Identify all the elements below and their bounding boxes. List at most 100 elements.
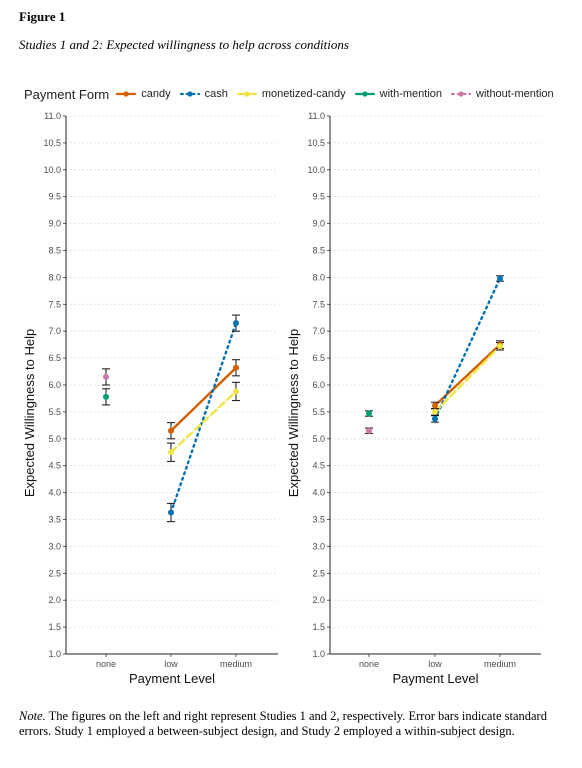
data-point-monetized-candy bbox=[497, 343, 503, 350]
x-axis-title: Payment Level bbox=[129, 671, 215, 686]
y-axis-title: Expected Willingness to Help bbox=[286, 329, 301, 497]
y-tick-label: 9.0 bbox=[48, 219, 61, 229]
y-tick-label: 8.0 bbox=[48, 272, 61, 282]
y-tick-label: 4.5 bbox=[312, 461, 325, 471]
note-text: The figures on the left and right repres… bbox=[19, 709, 547, 738]
x-tick-label: low bbox=[164, 659, 178, 669]
note-label: Note. bbox=[19, 709, 46, 723]
data-point-cash bbox=[233, 320, 239, 327]
y-tick-label: 1.0 bbox=[48, 649, 61, 659]
data-point-candy bbox=[432, 402, 438, 409]
legend-label: without-mention bbox=[476, 88, 554, 100]
figure-label: Figure 1 bbox=[19, 9, 66, 24]
y-tick-label: 4.0 bbox=[48, 488, 61, 498]
y-tick-label: 7.5 bbox=[312, 299, 325, 309]
y-tick-label: 8.5 bbox=[312, 246, 325, 256]
legend-point bbox=[244, 91, 250, 97]
y-tick-label: 5.5 bbox=[48, 407, 61, 417]
y-tick-label: 1.5 bbox=[48, 622, 61, 632]
legend-point bbox=[187, 91, 193, 97]
data-point-monetized-candy bbox=[168, 449, 174, 456]
y-tick-label: 2.5 bbox=[48, 568, 61, 578]
legend-item-candy: candy bbox=[115, 88, 171, 100]
y-tick-label: 9.5 bbox=[312, 192, 325, 202]
y-tick-label: 4.0 bbox=[312, 488, 325, 498]
y-tick-label: 1.5 bbox=[312, 622, 325, 632]
legend-label: with-mention bbox=[379, 88, 442, 100]
series-line-cash bbox=[169, 321, 238, 514]
legend-label: candy bbox=[141, 88, 171, 100]
legend-title: Payment Form bbox=[24, 86, 110, 102]
figure-note: Note. The figures on the left and right … bbox=[19, 709, 563, 739]
y-tick-label: 10.0 bbox=[307, 165, 325, 175]
data-point-candy bbox=[233, 364, 239, 371]
legend-item-without-mention: without-mention bbox=[450, 88, 554, 100]
y-tick-label: 10.0 bbox=[43, 165, 61, 175]
data-point-monetized-candy bbox=[233, 388, 239, 395]
y-tick-label: 6.5 bbox=[312, 353, 325, 363]
data-point-cash bbox=[432, 415, 438, 422]
y-tick-label: 7.0 bbox=[48, 326, 61, 336]
data-point-with-mention bbox=[366, 410, 372, 417]
data-point-without-mention bbox=[103, 373, 109, 380]
series-line-monetized-candy bbox=[169, 390, 238, 454]
y-tick-label: 8.5 bbox=[48, 246, 61, 256]
y-tick-label: 4.5 bbox=[48, 461, 61, 471]
series-line-monetized-candy bbox=[433, 345, 502, 414]
legend-key-monetized-candy bbox=[236, 91, 257, 97]
y-tick-label: 5.5 bbox=[312, 407, 325, 417]
data-point-cash bbox=[168, 509, 174, 516]
legend-item-cash: cash bbox=[179, 88, 228, 100]
y-tick-label: 10.5 bbox=[43, 138, 61, 148]
series-line-cash bbox=[433, 277, 502, 421]
y-tick-label: 6.5 bbox=[48, 353, 61, 363]
legend-point bbox=[458, 91, 464, 97]
y-tick-label: 6.0 bbox=[312, 380, 325, 390]
legend-point bbox=[123, 91, 129, 97]
y-tick-label: 3.0 bbox=[48, 541, 61, 551]
x-tick-label: none bbox=[96, 659, 116, 669]
figure-title: Studies 1 and 2: Expected willingness to… bbox=[19, 37, 349, 52]
legend-key-cash bbox=[179, 91, 200, 97]
y-tick-label: 1.0 bbox=[312, 649, 325, 659]
data-point-candy bbox=[168, 427, 174, 434]
data-point-monetized-candy bbox=[432, 408, 438, 415]
y-tick-label: 6.0 bbox=[48, 380, 61, 390]
legend-item-with-mention: with-mention bbox=[354, 88, 442, 100]
y-axis-title: Expected Willingness to Help bbox=[22, 329, 37, 497]
y-tick-label: 7.5 bbox=[48, 299, 61, 309]
x-tick-label: medium bbox=[220, 659, 252, 669]
y-tick-label: 5.0 bbox=[312, 434, 325, 444]
legend-item-monetized-candy: monetized-candy bbox=[236, 88, 346, 100]
chart-study-1: 1.0 1.5 2.0 2.5 3.0 3.5 4.0 4.5 5.0 5.5 6.0 6.5 7.0 7… bbox=[22, 111, 278, 686]
legend-key-with-mention bbox=[354, 91, 375, 97]
x-tick-label: medium bbox=[484, 659, 516, 669]
legend-label: monetized-candy bbox=[261, 88, 346, 100]
y-tick-label: 3.5 bbox=[48, 515, 61, 525]
y-tick-label: 10.5 bbox=[307, 138, 325, 148]
y-tick-label: 2.0 bbox=[312, 595, 325, 605]
x-tick-label: none bbox=[359, 659, 379, 669]
y-tick-label: 9.0 bbox=[312, 219, 325, 229]
y-tick-label: 2.5 bbox=[312, 568, 325, 578]
legend-label: cash bbox=[204, 88, 228, 100]
y-tick-label: 5.0 bbox=[48, 434, 61, 444]
data-point-cash bbox=[497, 275, 503, 282]
y-tick-label: 7.0 bbox=[312, 326, 325, 336]
charts-panel: 1.0 1.5 2.0 2.5 3.0 3.5 4.0 4.5 5.0 5.5 6.0 6.5 7.0 7… bbox=[22, 111, 541, 686]
legend-point bbox=[362, 91, 368, 97]
data-point-without-mention bbox=[366, 427, 372, 434]
legend-key-without-mention bbox=[450, 91, 472, 97]
y-tick-label: 8.0 bbox=[312, 272, 325, 282]
series-line-candy bbox=[169, 366, 238, 432]
y-tick-label: 3.5 bbox=[312, 515, 325, 525]
legend-key-candy bbox=[116, 91, 137, 97]
y-tick-label: 11.0 bbox=[308, 111, 325, 121]
y-tick-label: 3.0 bbox=[312, 541, 325, 551]
chart-legend: Payment Form candy cash monetized-candy wit… bbox=[24, 86, 562, 102]
data-point-with-mention bbox=[103, 393, 109, 400]
y-tick-label: 11.0 bbox=[44, 111, 61, 121]
x-axis-title: Payment Level bbox=[393, 671, 479, 686]
x-tick-label: low bbox=[428, 659, 442, 669]
y-tick-label: 2.0 bbox=[48, 595, 61, 605]
